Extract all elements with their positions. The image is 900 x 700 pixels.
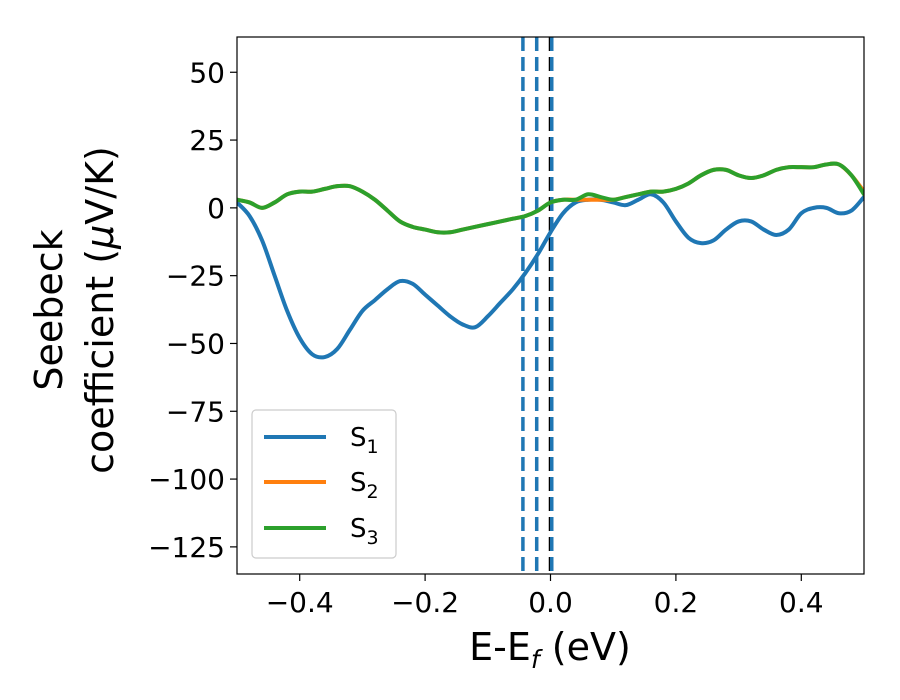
y-axis-label-mu: μ — [78, 225, 122, 250]
x-axis-label: E-Ef (eV) — [469, 625, 631, 674]
y-tick-label: 25 — [189, 124, 225, 157]
y-tick-label: −125 — [148, 531, 225, 564]
y-axis-label-unit: V/K) — [78, 146, 122, 225]
x-tick-label: 0.4 — [779, 586, 824, 619]
legend: S1 S2 S3 — [251, 409, 397, 559]
y-axis-label-text: coefficient ( — [78, 249, 122, 474]
y-axis-label: Seebeck coefficient (μV/K) — [27, 146, 122, 474]
y-tick-label: 50 — [189, 56, 225, 89]
x-axis-label-unit: (eV) — [540, 625, 631, 669]
series-line-s3 — [237, 161, 864, 235]
x-tick-label: −0.4 — [266, 586, 334, 619]
series-lines — [237, 161, 864, 360]
y-axis-label-line1: Seebeck — [27, 229, 71, 390]
y-tick-label: −100 — [148, 463, 225, 496]
y-tick-label: 0 — [207, 192, 225, 225]
x-tick-label: −0.2 — [391, 586, 459, 619]
y-tick-label: −25 — [166, 260, 225, 293]
x-axis-label-main: E-E — [469, 625, 531, 669]
x-axis-ticks: −0.4 −0.2 0.0 0.2 0.4 — [266, 574, 824, 619]
y-axis-ticks: 50 25 0 −25 −50 −75 −100 −125 — [148, 56, 237, 564]
x-tick-label: 0.0 — [528, 586, 573, 619]
y-tick-label: −50 — [166, 327, 225, 360]
y-axis-label-line2: coefficient (μV/K) — [78, 146, 122, 474]
series-line-s1 — [237, 192, 864, 360]
x-tick-label: 0.2 — [654, 586, 699, 619]
legend-label-s1: S1 — [350, 423, 379, 458]
legend-label-s2: S2 — [350, 468, 379, 503]
legend-label-s3: S3 — [350, 514, 379, 549]
y-tick-label: −75 — [166, 395, 225, 428]
vertical-reference-lines — [521, 37, 554, 574]
